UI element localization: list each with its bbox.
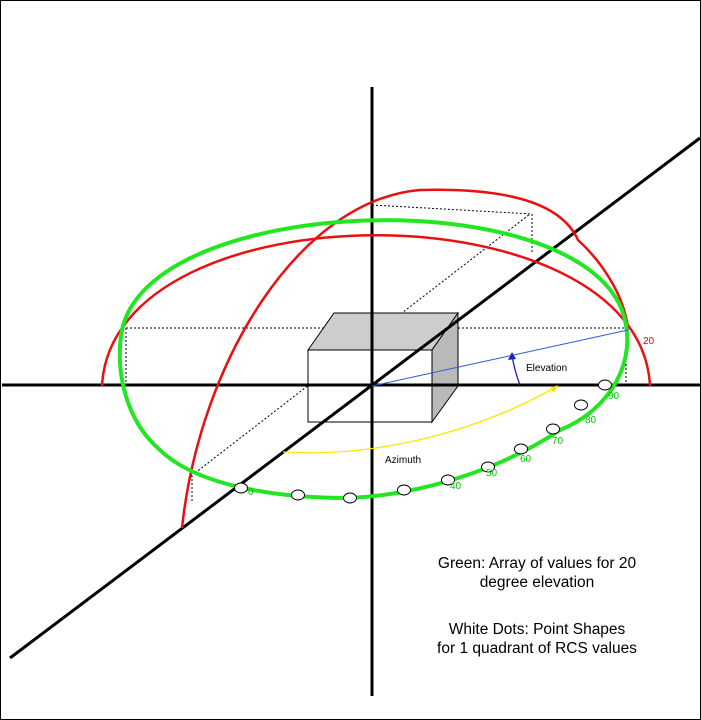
rcs-point [291, 489, 305, 501]
elevation-value-label: 20 [643, 336, 655, 347]
dots-note-line2: for 1 quadrant of RCS values [437, 640, 637, 657]
rcs-point [546, 423, 560, 435]
elevation-label: Elevation [526, 363, 567, 374]
red-elevation-arc [100, 234, 652, 387]
rcs-point [343, 492, 357, 504]
rcs-point [481, 461, 495, 473]
azimuth-label: Azimuth [385, 455, 421, 466]
explanation-notes: Green: Array of values for 20 degree ele… [437, 555, 637, 657]
green-note-line2: degree elevation [480, 574, 595, 591]
rcs-point [397, 484, 411, 496]
red-curves [100, 188, 652, 529]
red-meridian-arc [180, 188, 630, 529]
azimuth-arc [282, 386, 557, 454]
rcs-tick-label: 0 [248, 487, 254, 498]
rcs-point [514, 443, 528, 455]
dots-note-line1: White Dots: Point Shapes [449, 621, 626, 638]
green-note-line1: Green: Array of values for 20 [438, 555, 637, 572]
azimuth-arrowhead [550, 385, 558, 393]
rcs-tick-label: 40 [450, 481, 462, 492]
elevation-arrowhead [508, 352, 516, 360]
coordinate-axes [2, 87, 701, 696]
guide-top [371, 204, 533, 215]
rcs-tick-label: 90 [608, 391, 620, 402]
rcs-point [234, 482, 248, 494]
target-cube [307, 311, 459, 424]
rcs-tick-label: 60 [520, 454, 532, 465]
rcs-point [598, 379, 612, 391]
rcs-tick-label: 70 [552, 436, 564, 447]
rcs-tick-label: 50 [486, 468, 498, 479]
y-axis-diagonal [9, 136, 701, 660]
rcs-tick-labels: 90 80 70 60 50 40 0 [248, 391, 620, 498]
rcs-point-shapes [234, 379, 612, 504]
guide-diagonal [194, 213, 531, 474]
rcs-point [441, 474, 455, 486]
rcs-point [574, 399, 588, 411]
green-elevation-curve [117, 218, 630, 501]
rcs-tick-label: 80 [585, 415, 597, 426]
elevation-vector [371, 329, 629, 387]
